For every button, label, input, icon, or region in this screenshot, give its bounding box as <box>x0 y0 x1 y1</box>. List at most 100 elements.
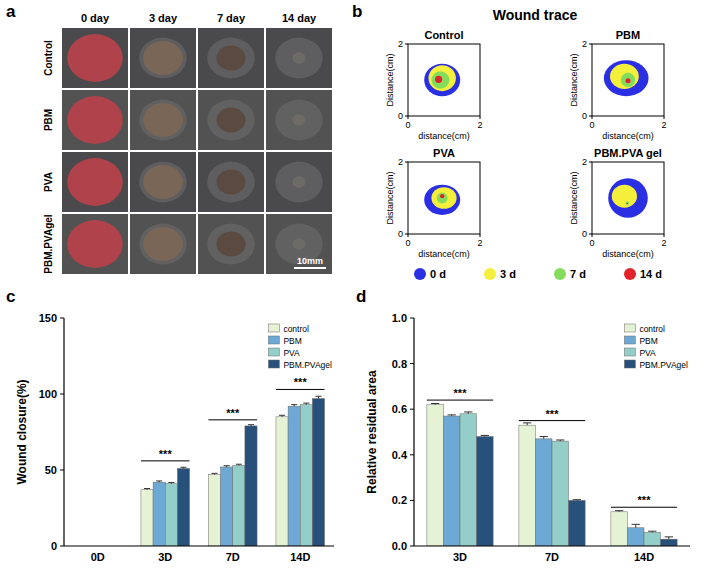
bar <box>165 484 177 546</box>
x-tick <box>480 116 481 119</box>
y-tick-label: 0.6 <box>392 403 407 415</box>
error-bar <box>279 415 285 417</box>
y-tick <box>410 318 414 319</box>
trace-group <box>424 64 460 96</box>
wound-trace <box>435 76 442 83</box>
error-bar <box>523 423 531 425</box>
column-header: 3 day <box>149 12 178 24</box>
y-tick-label: 0 <box>582 111 587 121</box>
error-bar <box>615 511 623 512</box>
x-tick-label: 14D <box>634 551 654 563</box>
wound <box>292 52 305 63</box>
photo-skin <box>275 100 323 141</box>
y-tick-label: 2 <box>398 39 403 49</box>
x-tick-label: 2 <box>477 120 482 130</box>
photo <box>198 152 264 212</box>
y-tick-label: 0 <box>582 229 587 239</box>
y-tick <box>405 234 408 235</box>
wound <box>292 176 305 187</box>
y-axis-title: Distance(cm) <box>385 171 395 224</box>
wound-trace <box>424 185 460 215</box>
bar <box>233 465 245 546</box>
error-bar <box>248 425 254 426</box>
wound-trace <box>627 203 628 204</box>
x-axis-title: distance(cm) <box>602 131 654 141</box>
panel-letter: b <box>352 2 362 21</box>
wound-trace <box>437 193 448 204</box>
y-tick-label: 0 <box>398 229 403 239</box>
y-tick <box>589 234 592 235</box>
bar <box>245 426 257 546</box>
y-axis-title: Wound closure(%) <box>15 379 29 484</box>
wound <box>143 103 183 137</box>
error-bar <box>180 467 186 468</box>
photo-skin <box>207 38 255 79</box>
bar <box>611 512 628 546</box>
x-tick-label: 2 <box>661 120 666 130</box>
photo <box>62 90 128 150</box>
error-bar <box>303 403 309 405</box>
x-tick-label: 0 <box>405 120 410 130</box>
y-tick-label: 50 <box>45 464 57 476</box>
bar <box>153 482 165 546</box>
legend-swatch <box>268 348 279 356</box>
x-tick-label: 2 <box>477 238 482 248</box>
error-bar <box>315 396 321 398</box>
error-bar <box>291 405 297 407</box>
legend-swatch <box>268 324 279 332</box>
wound-trace <box>440 194 444 198</box>
column-header: 14 day <box>282 12 317 24</box>
error-bar <box>236 464 242 465</box>
photo-skin <box>139 162 187 203</box>
legend-label: PBM <box>283 336 301 346</box>
panel-letter: c <box>6 287 15 306</box>
row-label: PBM.PVAgel <box>43 214 54 273</box>
x-tick-label: 2 <box>661 238 666 248</box>
scale-bar <box>294 267 326 269</box>
photo-skin <box>139 100 187 141</box>
wound-trace <box>612 185 637 208</box>
y-tick-label: 2 <box>582 39 587 49</box>
legend-label: 7 d <box>570 268 586 280</box>
significance-label: *** <box>454 387 468 399</box>
plot-title: Control <box>424 29 463 41</box>
trace-group <box>608 178 648 218</box>
photo <box>130 90 196 150</box>
bar <box>535 439 552 546</box>
y-tick <box>60 394 64 395</box>
legend-label: control <box>283 324 309 334</box>
wound <box>143 227 183 261</box>
y-tick-label: 0.4 <box>392 449 408 461</box>
wound-trace <box>429 65 456 91</box>
legend-swatch <box>624 268 636 280</box>
significance-bracket <box>427 400 493 401</box>
x-tick <box>480 234 481 237</box>
photo-skin <box>207 100 255 141</box>
error-bar <box>556 440 564 441</box>
photo-skin <box>275 38 323 79</box>
legend-swatch <box>268 360 279 368</box>
plot-title: PBM.PVA gel <box>594 147 662 159</box>
significance-bracket <box>519 420 585 421</box>
wound <box>67 96 122 144</box>
y-tick-label: 2 <box>582 157 587 167</box>
x-tick-label: 3D <box>453 551 467 563</box>
x-axis-title: distance(cm) <box>418 249 470 259</box>
error-bar <box>144 489 150 490</box>
bar <box>519 425 536 546</box>
y-tick <box>405 162 408 163</box>
error-bar <box>224 466 230 467</box>
plot-frame <box>408 162 480 234</box>
error-bar <box>573 499 581 501</box>
legend-swatch <box>554 268 566 280</box>
y-tick-label: 150 <box>39 312 57 324</box>
legend-label: PBM.PVAgel <box>639 360 688 370</box>
error-bar <box>632 524 640 527</box>
significance-bracket <box>208 419 257 420</box>
y-tick-label: 0 <box>398 111 403 121</box>
y-tick <box>405 44 408 45</box>
row-label: Control <box>43 40 54 76</box>
bar <box>477 437 494 546</box>
bar <box>312 399 324 546</box>
significance-label: *** <box>159 448 173 460</box>
